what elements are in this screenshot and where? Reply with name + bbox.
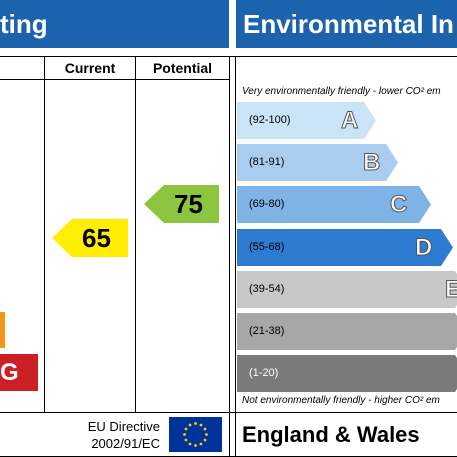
energy-band-f — [0, 312, 5, 348]
env-band-a: (92-100) A — [237, 102, 376, 139]
env-band-letter: C — [390, 191, 408, 218]
env-band-range: (55-68) — [249, 241, 285, 253]
env-bottom-line — [229, 412, 457, 413]
table-top-line — [0, 56, 230, 57]
env-top-line — [229, 56, 457, 57]
region-label: England & Wales — [242, 422, 420, 447]
env-band-e: (39-54) E — [237, 271, 457, 308]
eu-flag-icon — [169, 417, 222, 452]
env-band-range: (1-20) — [249, 367, 279, 379]
eu-directive-line1: EU Directive — [87, 419, 160, 434]
env-band-g: (1-20) — [237, 355, 457, 392]
env-band-d: (55-68) D — [237, 229, 453, 266]
env-band-range: (21-38) — [249, 325, 285, 337]
eu-directive-line2: 2002/91/EC — [91, 436, 160, 451]
energy-band-g-letter: G — [0, 359, 19, 386]
current-rating-arrow: 65 — [52, 219, 128, 257]
env-left-edge — [235, 56, 236, 457]
table-divider-2 — [135, 56, 136, 413]
env-band-letter: E — [445, 276, 457, 303]
table-header-line — [0, 79, 230, 80]
env-bottom-note: Not environmentally friendly - higher CO… — [242, 395, 440, 406]
env-band-c: (69-80) C — [237, 186, 431, 223]
energy-rating-title: ting — [0, 9, 48, 39]
table-divider-1 — [44, 56, 45, 413]
table-right-edge — [229, 56, 230, 457]
env-band-letter: B — [363, 149, 381, 176]
column-header-potential: Potential — [152, 60, 213, 76]
energy-rating-header: ting — [0, 0, 229, 48]
env-band-range: (92-100) — [249, 114, 291, 126]
env-band-f: (21-38) — [237, 313, 457, 350]
column-header-current: Current — [64, 60, 116, 76]
env-band-range: (39-54) — [249, 283, 285, 295]
energy-band-g: G — [0, 354, 38, 391]
environmental-header: Environmental In — [236, 0, 457, 48]
eu-directive-text: EU Directive 2002/91/EC — [60, 418, 160, 452]
env-top-note: Very environmentally friendly - lower CO… — [242, 86, 441, 97]
current-rating-value: 65 — [82, 223, 111, 253]
env-band-letter: D — [415, 234, 433, 261]
env-band-range: (69-80) — [249, 198, 285, 210]
potential-rating-arrow: 75 — [144, 185, 219, 223]
env-band-b: (81-91) B — [237, 144, 398, 181]
potential-rating-value: 75 — [174, 189, 203, 219]
environmental-title: Environmental In — [243, 9, 454, 39]
table-bottom-line — [0, 412, 230, 413]
env-band-range: (81-91) — [249, 156, 285, 168]
env-band-letter: A — [341, 107, 359, 134]
